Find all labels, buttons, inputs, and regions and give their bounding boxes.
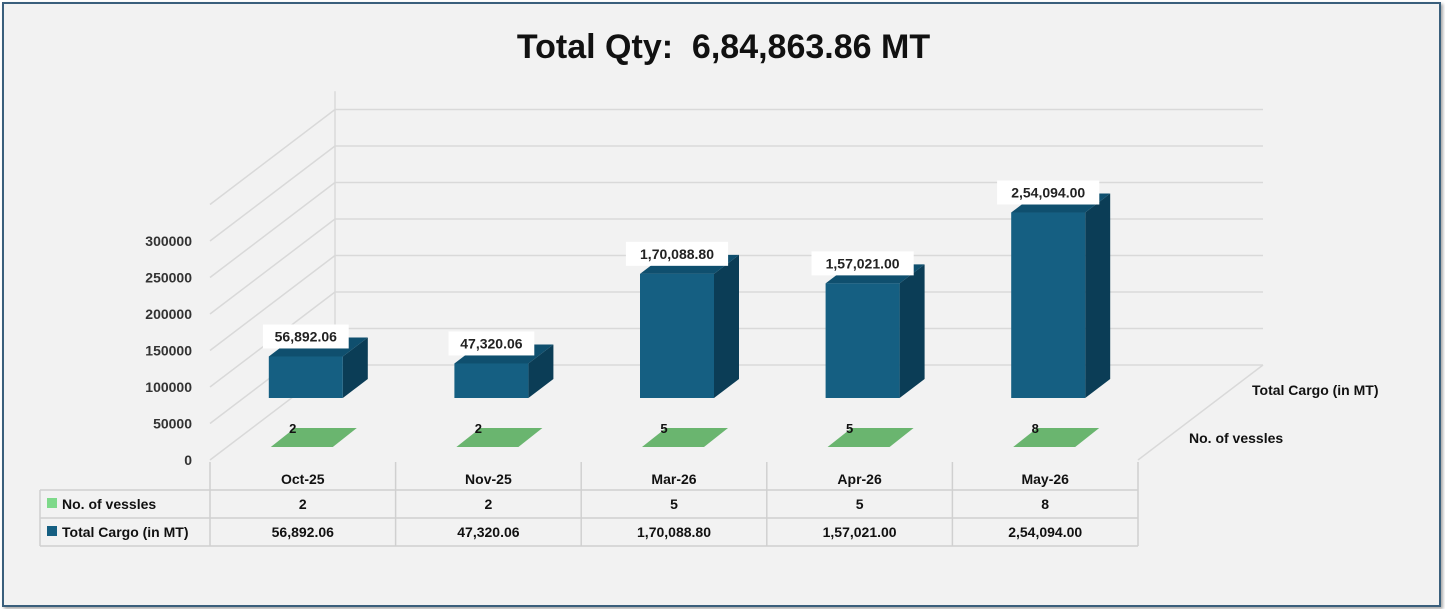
chart-title: Total Qty: 6,84,863.86 MT [516,28,931,66]
cargo-bar [1011,212,1086,398]
cargo-data-label: 56,892.06 [275,328,337,344]
floor-right-edge [1137,364,1264,461]
vessel-bar [642,428,728,447]
table-cell-vessels: 2 [485,496,493,512]
table-cell-cargo: 47,320.06 [457,524,519,540]
y-tick-label: 200000 [145,306,192,322]
table-cell-cargo: 1,70,088.80 [637,524,711,540]
cargo-data-label: 2,54,094.00 [1011,185,1085,201]
cargo-bar-side [342,337,368,398]
gridline-side [209,108,336,206]
vessel-bar [270,428,357,447]
y-tick-label: 100000 [145,379,192,395]
series-axis-label: Total Cargo (in MT) [1252,382,1379,398]
cargo-bar [640,273,714,398]
category-label: May-26 [1021,471,1069,487]
cargo-data-label-bg [448,331,535,356]
gridline-side [209,254,336,352]
y-tick-label: 50000 [153,416,192,432]
vessel-bar [456,428,543,447]
cargo-bar-side [714,254,739,398]
gridline-side [209,145,336,242]
y-tick-label: 150000 [145,343,192,359]
cargo-bar-side [528,344,554,398]
cargo-data-label-bg [625,241,729,266]
cargo-bar [454,363,529,398]
table-cell-cargo: 2,54,094.00 [1008,524,1082,540]
table-cell-vessels: 5 [670,496,678,512]
cargo-data-label-bg [811,251,914,276]
legend-label-vessels: No. of vessles [62,496,156,512]
legend-key-cargo [47,526,57,536]
vessel-data-label: 2 [475,421,482,436]
y-tick-label: 0 [184,452,192,468]
legend-key-vessels [47,498,57,508]
category-label: Nov-25 [465,471,512,487]
legend-label-cargo: Total Cargo (in MT) [62,524,189,540]
vessel-data-label: 2 [289,421,296,436]
table-cell-vessels: 5 [856,496,864,512]
cargo-bar [825,283,900,398]
table-cell-cargo: 1,57,021.00 [823,524,897,540]
gridline-side [209,181,336,279]
vessel-bar [827,428,914,447]
cargo-bar [268,356,343,398]
cargo-data-label: 1,57,021.00 [826,255,900,271]
table-cell-vessels: 8 [1041,496,1049,512]
table-cell-cargo: 56,892.06 [272,524,334,540]
cargo-data-label-bg [997,180,1100,205]
y-tick-label: 300000 [145,233,192,249]
category-label: Oct-25 [281,471,325,487]
gridline-side [209,218,336,315]
cargo-bar-side [1085,193,1111,398]
cargo-bar-side [899,264,925,398]
vessel-data-label: 5 [846,421,853,436]
series-axis-label: No. of vessles [1189,430,1283,446]
cargo-data-label: 1,70,088.80 [640,246,714,262]
category-label: Apr-26 [837,471,882,487]
table-cell-vessels: 2 [299,496,307,512]
cargo-data-label-bg [262,324,349,349]
y-tick-label: 250000 [145,270,192,286]
cargo-data-label: 47,320.06 [460,335,522,351]
vessel-data-label: 5 [660,421,667,436]
vessel-bar [1013,428,1100,447]
vessel-data-label: 8 [1032,421,1039,436]
category-label: Mar-26 [651,471,696,487]
